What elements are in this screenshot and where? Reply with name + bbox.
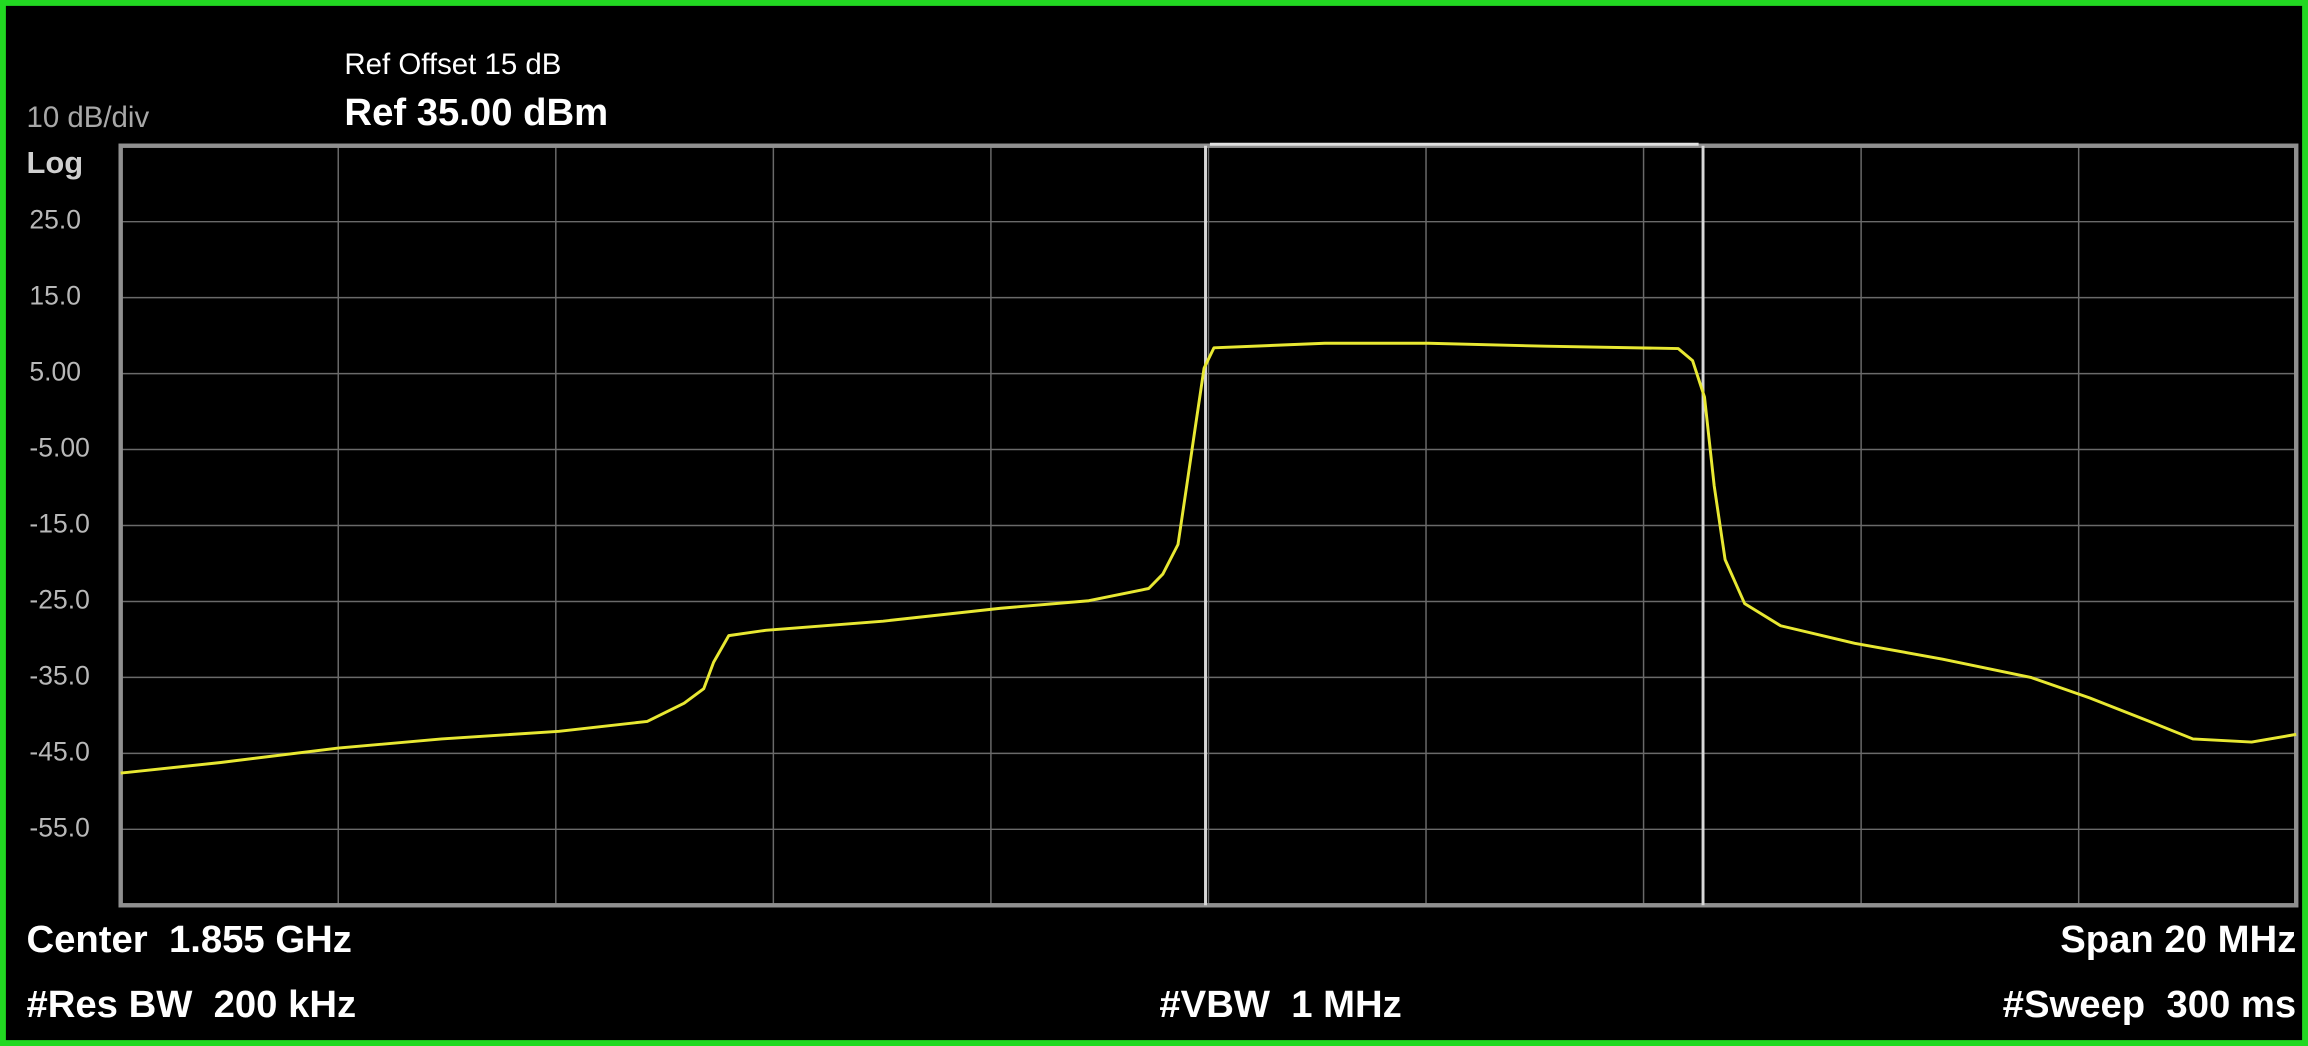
plot-area: 25.0 15.0 5.00 -5.00 -15.0 -25.0 -35.0 -45.0 -55…	[29, 142, 2299, 908]
span: Span 20 MHz	[2060, 918, 2296, 961]
y-tick-label: -15.0	[29, 509, 89, 539]
y-tick-label: 25.0	[29, 205, 81, 235]
sweep: #Sweep 300 ms	[2003, 983, 2297, 1026]
ref-offset: Ref Offset 15 dB	[344, 48, 561, 81]
y-tick-label: -25.0	[29, 584, 89, 614]
y-tick-label: -45.0	[29, 736, 89, 766]
vbw: #VBW 1 MHz	[1159, 983, 1401, 1026]
trace	[120, 341, 2297, 775]
y-tick-label: 5.00	[29, 357, 81, 387]
y-tick-label: 15.0	[29, 281, 81, 311]
scale-label: 10 dB/div	[26, 101, 149, 134]
res-bw: #Res BW 200 kHz	[26, 983, 356, 1026]
y-tick-label: -5.00	[29, 433, 89, 463]
y-tick-label: -35.0	[29, 660, 89, 690]
scale-type: Log	[26, 145, 83, 180]
center-freq: Center 1.855 GHz	[26, 918, 351, 961]
y-tick-label: -55.0	[29, 812, 89, 842]
plot-frame	[118, 143, 2299, 908]
ref-level: Ref 35.00 dBm	[344, 91, 608, 134]
